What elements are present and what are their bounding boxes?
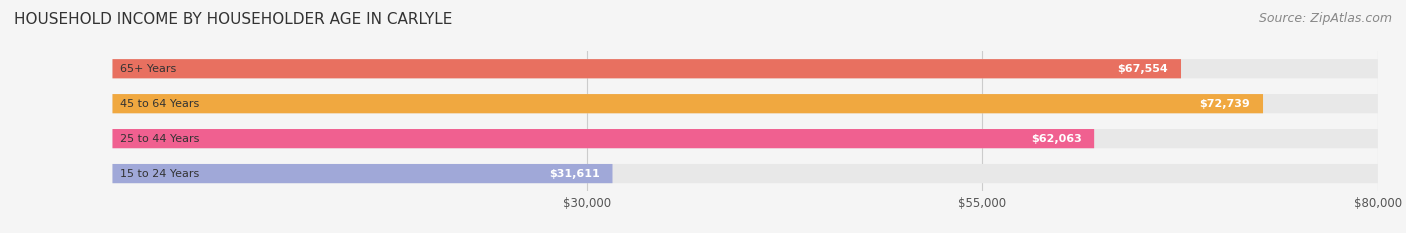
Text: HOUSEHOLD INCOME BY HOUSEHOLDER AGE IN CARLYLE: HOUSEHOLD INCOME BY HOUSEHOLDER AGE IN C… [14,12,453,27]
Text: $67,554: $67,554 [1118,64,1168,74]
Text: 15 to 24 Years: 15 to 24 Years [121,169,200,178]
FancyBboxPatch shape [112,164,1378,183]
FancyBboxPatch shape [112,59,1181,78]
FancyBboxPatch shape [112,164,613,183]
Text: $31,611: $31,611 [550,169,600,178]
Text: 65+ Years: 65+ Years [121,64,177,74]
Text: $72,739: $72,739 [1199,99,1250,109]
FancyBboxPatch shape [112,94,1378,113]
FancyBboxPatch shape [112,129,1378,148]
Text: $62,063: $62,063 [1031,134,1081,144]
Text: Source: ZipAtlas.com: Source: ZipAtlas.com [1258,12,1392,25]
FancyBboxPatch shape [112,59,1378,78]
Text: 25 to 44 Years: 25 to 44 Years [121,134,200,144]
FancyBboxPatch shape [112,129,1094,148]
Text: 45 to 64 Years: 45 to 64 Years [121,99,200,109]
FancyBboxPatch shape [112,94,1263,113]
